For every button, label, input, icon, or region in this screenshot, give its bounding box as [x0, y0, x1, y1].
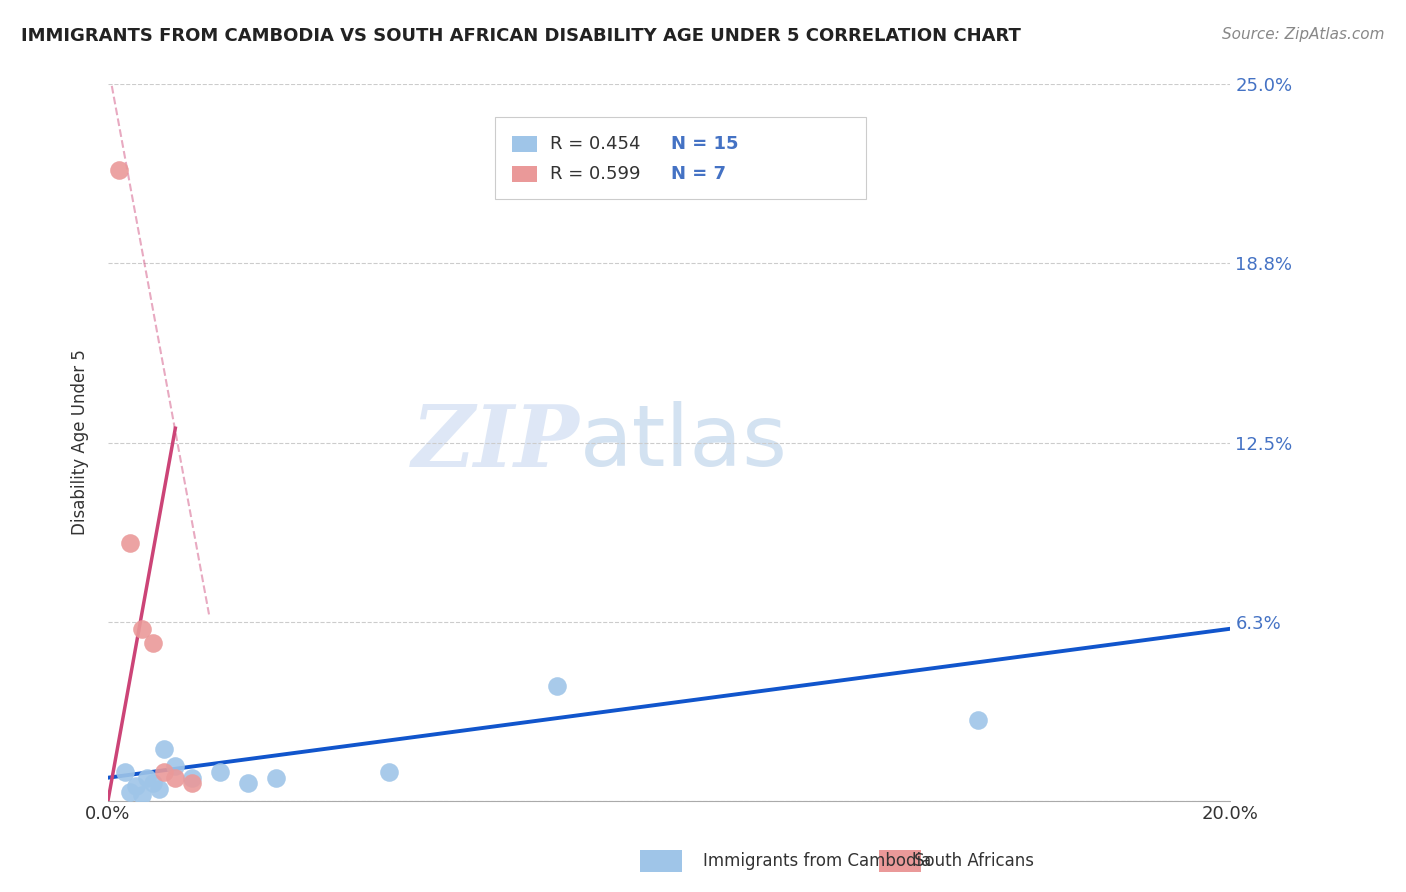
Point: [136, 771, 159, 785]
Text: R = 0.599: R = 0.599: [550, 165, 641, 183]
Point: [148, 782, 170, 797]
Point: [142, 776, 165, 790]
Point: [120, 536, 142, 550]
Point: [125, 779, 148, 793]
Text: N = 7: N = 7: [672, 165, 727, 183]
Point: [153, 742, 176, 756]
Point: [153, 764, 176, 779]
FancyBboxPatch shape: [512, 166, 537, 182]
Text: R = 0.454: R = 0.454: [550, 135, 641, 153]
Text: Source: ZipAtlas.com: Source: ZipAtlas.com: [1222, 27, 1385, 42]
FancyBboxPatch shape: [512, 136, 537, 152]
Point: [131, 788, 153, 802]
Point: [108, 163, 131, 178]
Point: [209, 764, 232, 779]
Point: [165, 759, 187, 773]
Point: [142, 636, 165, 650]
Point: [131, 622, 153, 636]
Point: [120, 785, 142, 799]
Text: South Africans: South Africans: [914, 852, 1033, 870]
FancyBboxPatch shape: [495, 117, 866, 199]
Point: [181, 771, 204, 785]
Text: Immigrants from Cambodia: Immigrants from Cambodia: [703, 852, 931, 870]
Text: atlas: atlas: [579, 401, 787, 484]
Point: [266, 771, 288, 785]
Point: [238, 776, 260, 790]
Point: [377, 764, 399, 779]
Text: ZIP: ZIP: [412, 401, 579, 484]
Point: [967, 714, 990, 728]
Text: IMMIGRANTS FROM CAMBODIA VS SOUTH AFRICAN DISABILITY AGE UNDER 5 CORRELATION CHA: IMMIGRANTS FROM CAMBODIA VS SOUTH AFRICA…: [21, 27, 1021, 45]
Point: [165, 771, 187, 785]
Point: [546, 679, 568, 693]
Y-axis label: Disability Age Under 5: Disability Age Under 5: [72, 350, 89, 535]
Point: [114, 764, 136, 779]
Point: [181, 776, 204, 790]
Text: N = 15: N = 15: [672, 135, 740, 153]
